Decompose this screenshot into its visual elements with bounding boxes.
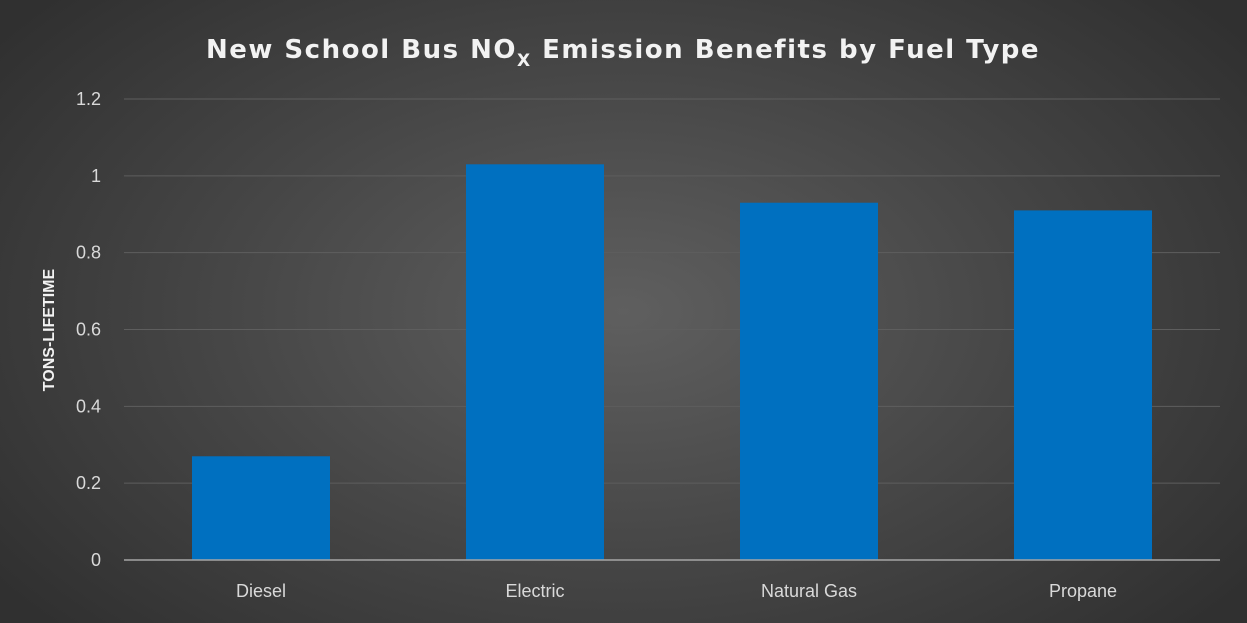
y-tick-label: 0.2 [76, 473, 101, 493]
y-tick-labels: 0 0.2 0.4 0.6 0.8 1 1.2 [76, 89, 101, 570]
y-tick-label: 1 [91, 166, 101, 186]
chart-title-subscript: X [517, 51, 532, 71]
y-tick-label: 1.2 [76, 89, 101, 109]
y-tick-label: 0.6 [76, 320, 101, 340]
chart-title: New School Bus NOX Emission Benefits by … [206, 35, 1040, 71]
x-tick-labels: Diesel Electric Natural Gas Propane [236, 581, 1117, 601]
chart-title-prefix: New School Bus NO [206, 35, 517, 65]
bar-natural-gas [740, 202, 878, 560]
bar-propane [1014, 210, 1152, 561]
y-tick-label: 0 [91, 550, 101, 570]
x-tick-label: Electric [505, 581, 564, 601]
bar-electric [466, 164, 604, 560]
y-tick-label: 0.8 [76, 243, 101, 263]
bar-diesel [192, 456, 330, 560]
x-tick-label: Diesel [236, 581, 286, 601]
bars [192, 164, 1152, 561]
chart-title-suffix: Emission Benefits by Fuel Type [532, 35, 1040, 65]
y-axis-label: TONS-LIFETIME [41, 268, 58, 391]
x-tick-label: Natural Gas [761, 581, 857, 601]
x-tick-label: Propane [1049, 581, 1117, 601]
y-tick-label: 0.4 [76, 396, 101, 416]
